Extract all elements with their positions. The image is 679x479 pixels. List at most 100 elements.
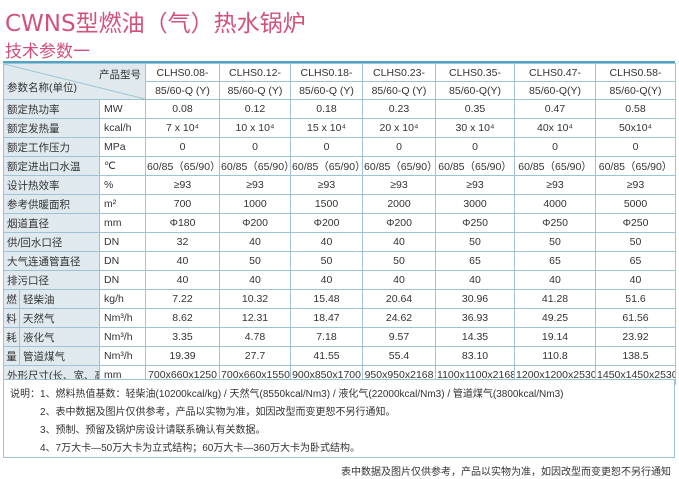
fuel-unit: kg/h: [98, 289, 147, 309]
param-value: Φ200: [219, 213, 292, 233]
param-value: 0.58: [595, 99, 677, 119]
param-value: 50: [362, 251, 437, 271]
param-value: 60/85（65/90）: [219, 156, 292, 176]
table-header-row: 产品型号 参数名称(单位) CLHS0.08- CLHS0.12- CLHS0.…: [2, 63, 677, 100]
note-line-4: 4、7万大卡—50万大卡为立式结构；60万大卡—360万大卡为卧式结构。: [40, 443, 361, 454]
param-value: 40: [514, 270, 597, 290]
spec-table: 产品型号 参数名称(单位) CLHS0.08- CLHS0.12- CLHS0.…: [2, 63, 677, 385]
param-value: 0.35: [435, 99, 516, 119]
param-unit: MPa: [98, 137, 147, 157]
fuel-value: 3.35: [145, 327, 221, 347]
fuel-value: 49.25: [514, 308, 597, 328]
fuel-value: 83.10: [435, 346, 516, 366]
param-value: 60/85（65/90）: [290, 156, 364, 176]
param-unit: kcal/h: [98, 118, 147, 138]
param-value: 30 x 10⁴: [435, 118, 516, 138]
param-value: 0.23: [362, 99, 437, 119]
fuel-value: 14.35: [435, 327, 516, 347]
header-diagonal-cell: 产品型号 参数名称(单位): [2, 63, 147, 100]
notes-box: 说明：1、燃料热值基数：轻柴油(10200kcal/kg) / 天然气(8550…: [3, 379, 675, 458]
model-name-line2: 85/60-Q(Y): [595, 81, 677, 100]
param-unit: ℃: [98, 156, 147, 176]
fuel-value: 23.92: [595, 327, 677, 347]
param-name: 供/回水口径: [3, 232, 100, 252]
fuel-category-char: 耗: [3, 327, 20, 347]
fuel-value: 19.14: [514, 327, 597, 347]
fuel-unit: Nm³/h: [98, 327, 147, 347]
fuel-category-char: 燃: [3, 289, 20, 309]
model-name-line2: 85/60-Q(Y): [514, 81, 597, 100]
param-value: ≥93: [362, 175, 437, 195]
param-value: Φ250: [595, 213, 677, 233]
fuel-value: 19.39: [145, 346, 221, 366]
table-header-row-2: 85/60-Q (Y) 85/60-Q (Y) 85/60-Q (Y) 85/6…: [4, 81, 677, 100]
param-value: Φ200: [290, 213, 364, 233]
param-name: 排污口径: [3, 270, 100, 290]
param-value: 50: [290, 251, 364, 271]
param-unit: m²: [98, 194, 147, 214]
param-value: ≥93: [290, 175, 364, 195]
model-name-line1: CLHS0.12-: [219, 63, 292, 82]
param-value: 40x 10⁴: [514, 118, 597, 138]
param-value: 40: [290, 232, 364, 252]
fuel-value: 51.6: [595, 289, 677, 309]
model-name-line2: 85/60-Q (Y): [362, 81, 437, 100]
param-value: 40: [595, 270, 677, 290]
param-value: 0.18: [290, 99, 364, 119]
fuel-value: 9.57: [362, 327, 437, 347]
param-unit: MW: [98, 99, 147, 119]
param-value: 4000: [514, 194, 597, 214]
model-name-line1: CLHS0.18-: [290, 63, 364, 82]
fuel-value: 7.18: [290, 327, 364, 347]
model-name-line1: CLHS0.58-: [595, 63, 677, 82]
model-name-line2: 85/60-Q (Y): [145, 81, 221, 100]
param-value: 60/85（65/90）: [362, 156, 437, 176]
table-row: 设计热效率% ≥93 ≥93 ≥93 ≥93 ≥93 ≥93 ≥93: [3, 175, 677, 195]
param-value: 0: [362, 137, 437, 157]
model-name-line1: CLHS0.35-: [435, 63, 516, 82]
param-value: 40: [145, 270, 221, 290]
fuel-value: 12.31: [219, 308, 292, 328]
param-name: 额定发热量: [3, 118, 100, 138]
fuel-value: 4.78: [219, 327, 292, 347]
fuel-value: 15.48: [290, 289, 364, 309]
param-value: 50x10⁴: [595, 118, 677, 138]
param-value: ≥93: [514, 175, 597, 195]
param-value: 0.08: [145, 99, 221, 119]
param-value: 40: [435, 270, 516, 290]
param-value: 50: [514, 232, 597, 252]
table-row-fuel: 量管道煤气 Nm³/h 19.39 27.7 41.55 55.4 83.10 110.8 13…: [3, 346, 677, 366]
param-unit: DN: [98, 270, 147, 290]
model-name-line1: CLHS0.08-: [145, 63, 221, 82]
fuel-value: 41.55: [290, 346, 364, 366]
param-value: 3000: [435, 194, 516, 214]
param-value: 0: [290, 137, 364, 157]
param-value: 40: [362, 270, 437, 290]
table-row-fuel: 燃轻柴油 kg/h 7.22 10.32 15.48 20.64 30.96 41.28 51.…: [3, 289, 677, 309]
fuel-value: 18.47: [290, 308, 364, 328]
param-value: 65: [514, 251, 597, 271]
model-name-line2: 85/60-Q(Y): [435, 81, 516, 100]
model-name-line2: 85/60-Q (Y): [290, 81, 364, 100]
header-param-label: 参数名称(单位): [7, 82, 77, 94]
param-value: 0: [145, 137, 221, 157]
param-value: 1500: [290, 194, 364, 214]
fuel-value: 138.5: [595, 346, 677, 366]
fuel-unit: Nm³/h: [98, 346, 147, 366]
param-value: ≥93: [145, 175, 221, 195]
param-value: ≥93: [219, 175, 292, 195]
param-name: 额定进出口水温: [3, 156, 100, 176]
table-row-fuel: 耗液化气 Nm³/h 3.35 4.78 7.18 9.57 14.35 19.14 23.92: [3, 327, 677, 347]
param-value: Φ180: [145, 213, 221, 233]
footer-disclaimer: 表中数据及图片仅供参考，产品以实物为准，如因改型而变更恕不另行通知: [341, 467, 671, 478]
param-value: Φ250: [514, 213, 597, 233]
param-value: 40: [219, 232, 292, 252]
param-value: ≥93: [435, 175, 516, 195]
table-row-fuel: 料天然气 Nm³/h 8.62 12.31 18.47 24.62 36.93 49.25 61…: [3, 308, 677, 328]
param-value: 65: [595, 251, 677, 271]
param-value: 15 x 10⁴: [290, 118, 364, 138]
param-value: 0.12: [219, 99, 292, 119]
fuel-name: 液化气: [19, 327, 100, 347]
table-row: 额定进出口水温 ℃ 60/85（65/90） 60/85（65/90） 60/85（65…: [3, 156, 677, 176]
fuel-name: 管道煤气: [19, 346, 100, 366]
